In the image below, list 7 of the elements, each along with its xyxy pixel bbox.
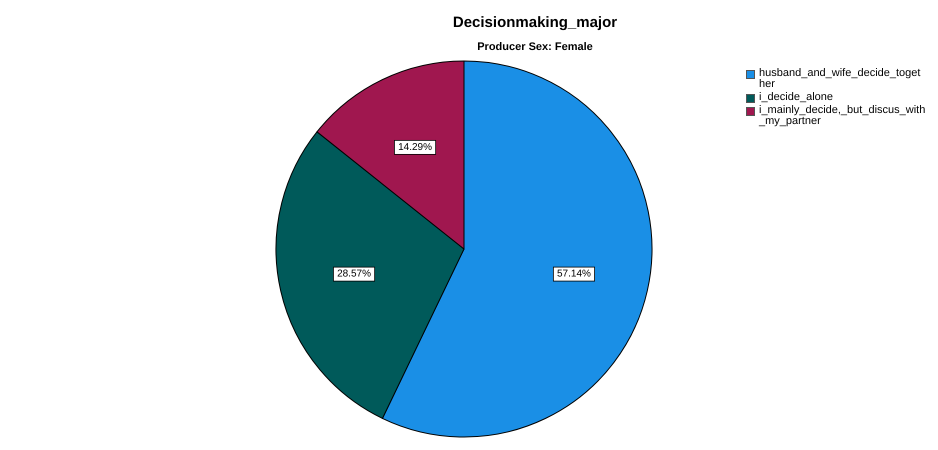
data-label: 14.29% (398, 142, 432, 153)
legend-label: i_decide_alone (759, 91, 834, 103)
data-label: 57.14% (557, 268, 592, 280)
chart-title: Decisionmaking_major (452, 14, 618, 31)
data-label: 28.57% (337, 268, 372, 280)
chart-subtitle: Producer Sex: Female (476, 41, 594, 53)
legend-label: i_mainly_decide,_but_discus_with_my_partner (759, 104, 926, 127)
